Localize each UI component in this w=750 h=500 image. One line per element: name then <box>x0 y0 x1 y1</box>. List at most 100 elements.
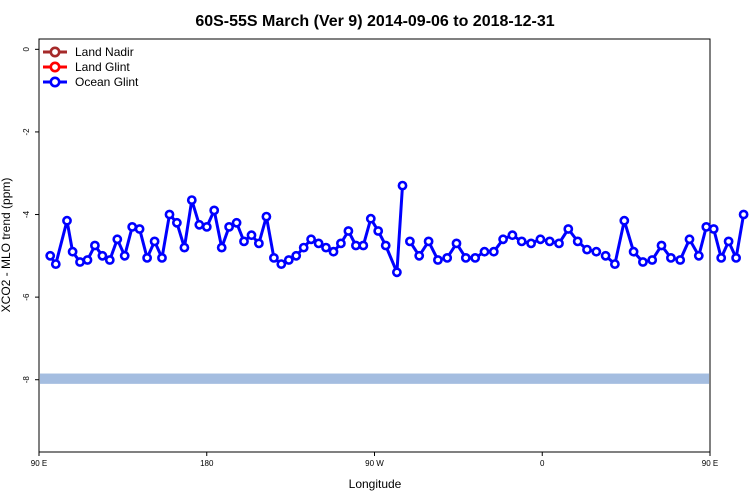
data-point <box>45 250 56 261</box>
data-point <box>723 236 734 247</box>
data-point <box>460 252 471 263</box>
data-point <box>186 195 197 205</box>
data-point <box>535 234 546 245</box>
data-point <box>731 252 741 263</box>
data-point <box>157 252 167 263</box>
data-point <box>194 219 205 230</box>
data-point <box>253 238 264 249</box>
data-point <box>134 224 145 234</box>
data-point <box>373 226 384 236</box>
data-point <box>246 230 257 241</box>
data-point <box>224 221 234 232</box>
data-point <box>306 234 316 245</box>
legend-swatch-marker <box>49 61 61 73</box>
data-point <box>365 213 376 224</box>
data-point <box>298 242 309 253</box>
data-point <box>97 250 108 261</box>
data-point <box>563 224 574 234</box>
chart-title: 60S-55S March (Ver 9) 2014-09-06 to 2018… <box>195 13 554 30</box>
data-point <box>209 205 220 216</box>
data-point <box>50 259 61 269</box>
x-tick-label: 90 W <box>365 459 384 468</box>
reference-band <box>40 373 709 384</box>
data-point <box>142 252 152 263</box>
data-point <box>268 252 279 263</box>
data-point <box>684 234 695 245</box>
data-point <box>638 257 648 267</box>
y-tick-label: -2 <box>22 128 31 136</box>
data-point <box>112 234 123 245</box>
data-point <box>554 238 564 249</box>
legend-label: Land Glint <box>75 60 130 74</box>
x-tick-label: 0 <box>540 459 545 468</box>
data-point <box>544 236 555 247</box>
y-axis: 0 -2 -4 -6 -8 <box>22 47 39 384</box>
data-point <box>507 230 518 241</box>
data-point <box>328 246 339 257</box>
data-point <box>90 240 100 251</box>
data-point <box>666 252 676 263</box>
y-axis-label: XCO2 - MLO trend (ppm) <box>0 178 13 313</box>
data-point <box>149 236 160 247</box>
y-tick-label: -8 <box>22 376 31 384</box>
data-point <box>261 211 272 222</box>
y-tick-label: -4 <box>22 210 31 218</box>
data-point <box>619 215 630 226</box>
data-point <box>582 244 592 255</box>
data-point <box>432 255 443 265</box>
data-point <box>451 238 462 249</box>
legend-label: Land Nadir <box>75 45 134 59</box>
data-point <box>498 234 508 245</box>
data-point <box>397 180 408 191</box>
data-point <box>291 250 302 261</box>
data-point <box>423 236 434 247</box>
x-axis-label: Longitude <box>349 477 402 491</box>
data-point <box>600 250 611 261</box>
data-point <box>628 246 639 257</box>
data-point <box>708 224 719 234</box>
data-point <box>647 255 658 265</box>
data-point <box>171 217 182 228</box>
data-point <box>442 252 453 263</box>
data-point <box>572 236 583 247</box>
data-point <box>516 236 527 247</box>
data-point <box>693 250 704 261</box>
data-point <box>75 257 85 267</box>
band-layer <box>40 373 709 384</box>
data-point <box>179 242 190 253</box>
data-point <box>321 242 331 253</box>
data-point <box>67 246 78 257</box>
data-point <box>391 267 402 278</box>
data-point <box>313 238 324 249</box>
data-point <box>738 209 749 220</box>
y-tick-label: 0 <box>22 47 31 52</box>
data-point <box>201 221 212 232</box>
data-point <box>62 215 72 226</box>
legend-label: Ocean Glint <box>75 75 139 89</box>
data-point <box>591 246 602 257</box>
data-point <box>119 250 130 261</box>
x-tick-label: 90 E <box>31 459 47 468</box>
data-point <box>276 259 287 269</box>
data-point <box>656 240 667 251</box>
data-point <box>343 226 354 236</box>
legend-swatch-marker <box>49 46 61 58</box>
data-point <box>216 242 227 253</box>
y-tick-label: -6 <box>22 293 31 301</box>
data-point <box>283 255 294 265</box>
data-point <box>82 255 93 265</box>
data-point <box>404 236 415 247</box>
data-point <box>414 250 425 261</box>
data-point <box>675 255 686 265</box>
data-point <box>358 240 369 251</box>
data-point <box>479 246 490 257</box>
data-point <box>104 255 115 265</box>
x-tick-label: 180 <box>200 459 214 468</box>
legend-swatch-marker <box>49 76 61 88</box>
plot-frame <box>38 38 711 453</box>
data-point <box>239 236 249 247</box>
data-point <box>164 209 175 220</box>
data-point <box>488 246 499 257</box>
